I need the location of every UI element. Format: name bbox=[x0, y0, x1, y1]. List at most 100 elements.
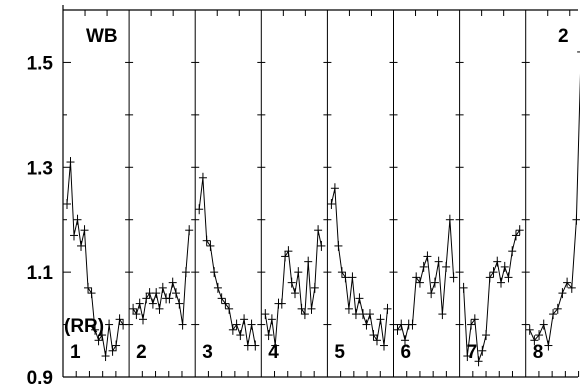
data-point bbox=[94, 335, 103, 346]
data-point bbox=[142, 293, 151, 304]
data-point bbox=[181, 267, 190, 278]
y-tick-label: 1.3 bbox=[27, 158, 53, 179]
data-point bbox=[294, 267, 303, 278]
data-point bbox=[474, 356, 483, 367]
panel-label: 3 bbox=[202, 342, 213, 363]
data-point bbox=[348, 272, 357, 283]
data-point bbox=[330, 183, 339, 194]
data-point bbox=[172, 288, 180, 299]
series-panel-1: 1 bbox=[63, 157, 128, 363]
data-point bbox=[355, 293, 364, 304]
data-point bbox=[459, 282, 468, 293]
data-point bbox=[489, 267, 498, 278]
series-line bbox=[463, 229, 521, 362]
data-point bbox=[535, 330, 544, 341]
data-point bbox=[337, 267, 346, 278]
data-point bbox=[563, 277, 572, 288]
data-point bbox=[271, 340, 280, 351]
data-point bbox=[463, 351, 472, 362]
data-point bbox=[549, 309, 558, 320]
panel-label: 5 bbox=[334, 342, 345, 363]
data-point bbox=[577, 51, 580, 53]
data-point bbox=[504, 272, 513, 283]
y-tick-label: 1.1 bbox=[27, 263, 54, 284]
data-point bbox=[393, 324, 402, 335]
data-point bbox=[511, 230, 520, 241]
series-panel-2: 2 bbox=[129, 225, 194, 363]
data-point bbox=[478, 345, 487, 356]
plot-frame bbox=[62, 5, 578, 378]
data-point bbox=[341, 272, 350, 283]
data-point bbox=[112, 340, 121, 351]
data-point bbox=[539, 319, 548, 330]
series-line bbox=[264, 230, 322, 346]
data-point bbox=[198, 172, 207, 183]
series-label: (RR) bbox=[64, 316, 104, 337]
data-point bbox=[572, 214, 580, 225]
y-axis: 0.9 1.1 1.3 1.5 bbox=[27, 9, 71, 388]
data-point bbox=[101, 351, 110, 362]
data-point bbox=[66, 157, 75, 168]
panel-separators bbox=[75, 10, 580, 378]
data-point bbox=[445, 214, 454, 225]
data-point bbox=[148, 298, 157, 309]
data-point bbox=[236, 330, 245, 341]
data-point bbox=[358, 309, 367, 320]
data-point bbox=[397, 319, 406, 330]
data-point bbox=[449, 272, 458, 283]
data-point bbox=[63, 198, 71, 209]
data-point bbox=[139, 314, 147, 325]
data-point bbox=[423, 251, 432, 262]
data-point bbox=[77, 240, 86, 251]
data-point bbox=[467, 319, 476, 330]
data-point bbox=[500, 261, 509, 272]
data-point bbox=[213, 282, 222, 293]
data-point bbox=[482, 330, 491, 341]
series-panel-8: 8 bbox=[525, 51, 580, 363]
data-point bbox=[362, 319, 371, 330]
data-point bbox=[240, 314, 249, 325]
data-point bbox=[544, 340, 553, 351]
data-point bbox=[442, 261, 451, 272]
corner-label-right: 2 bbox=[558, 26, 569, 47]
data-point bbox=[284, 246, 293, 257]
data-point bbox=[175, 298, 184, 309]
data-point bbox=[267, 314, 276, 325]
data-point bbox=[105, 319, 114, 330]
data-point bbox=[344, 303, 353, 314]
data-point bbox=[210, 267, 219, 278]
panel-label: 7 bbox=[467, 342, 478, 363]
data-point bbox=[327, 198, 336, 209]
data-point bbox=[158, 282, 167, 293]
data-point bbox=[119, 319, 128, 330]
y-tick-label: 0.9 bbox=[27, 368, 53, 388]
data-point bbox=[73, 214, 82, 225]
series-panel-6: 6 bbox=[393, 214, 458, 363]
data-point bbox=[243, 340, 252, 351]
data-point bbox=[178, 319, 187, 330]
data-point bbox=[155, 303, 164, 314]
data-point bbox=[206, 240, 215, 251]
data-point bbox=[297, 303, 306, 314]
series-group: 1 2 3 4 5 6 7 8 bbox=[63, 51, 580, 367]
data-point bbox=[251, 340, 260, 351]
panel-label: 8 bbox=[533, 342, 544, 363]
data-point bbox=[225, 303, 234, 314]
data-point bbox=[508, 246, 517, 257]
data-point bbox=[108, 345, 117, 356]
data-point bbox=[400, 335, 409, 346]
series-line bbox=[198, 177, 256, 346]
series-line bbox=[529, 73, 580, 346]
data-point bbox=[291, 288, 299, 299]
data-point bbox=[70, 230, 79, 241]
data-point bbox=[553, 303, 562, 314]
data-point bbox=[281, 251, 290, 262]
data-point bbox=[415, 277, 424, 288]
data-point bbox=[247, 319, 256, 330]
corner-label-left: WB bbox=[86, 26, 118, 47]
data-point bbox=[310, 282, 319, 293]
data-point bbox=[525, 324, 534, 335]
data-point bbox=[217, 293, 226, 304]
data-point bbox=[232, 319, 241, 330]
